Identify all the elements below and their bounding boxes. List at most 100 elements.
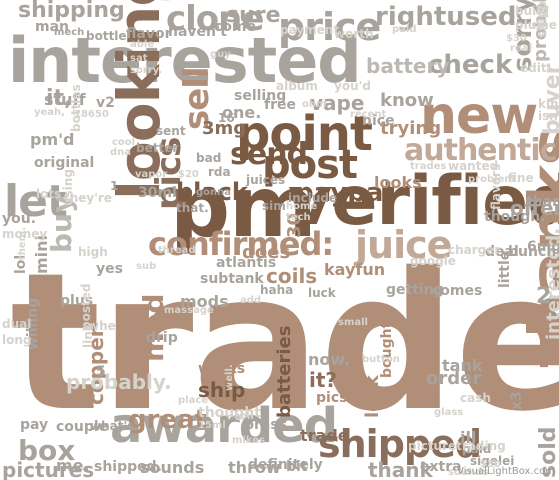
- cloud-word: definitely: [248, 457, 323, 473]
- cloud-word: great: [128, 405, 208, 435]
- cloud-word: paid: [462, 442, 492, 456]
- cloud-word: problem: [468, 174, 515, 185]
- cloud-word: comes: [432, 283, 483, 299]
- cloud-word: deal: [485, 244, 519, 260]
- cloud-word: box: [18, 434, 76, 467]
- cloud-word: isn't: [538, 109, 559, 123]
- cloud-word: real: [510, 43, 532, 54]
- cloud-word: yes: [96, 261, 123, 277]
- cloud-word: bit: [286, 459, 308, 475]
- cloud-word: that.: [176, 201, 209, 215]
- cloud-word: brass: [244, 417, 288, 433]
- cloud-word: shipping: [18, 0, 125, 23]
- cloud-word: free: [264, 97, 296, 113]
- cloud-word: build: [515, 4, 549, 18]
- cloud-word: it?: [309, 368, 338, 392]
- cloud-word: stuff: [44, 90, 86, 109]
- cloud-word: them.: [17, 227, 28, 260]
- cloud-word: send: [230, 137, 308, 172]
- cloud-word: haha: [260, 283, 294, 297]
- cloud-word: me.: [56, 456, 90, 475]
- cloud-word: bottles: [69, 84, 83, 132]
- cloud-word: sorry.: [130, 65, 163, 76]
- cloud-word: edit:: [520, 61, 552, 75]
- cloud-word: mech: [54, 27, 85, 38]
- cloud-word: guy: [210, 49, 231, 60]
- cloud-word: vapor: [135, 169, 168, 180]
- cloud-word: sold: [536, 426, 559, 479]
- cloud-word: tech: [286, 212, 311, 223]
- cloud-word: selling: [234, 88, 287, 104]
- cloud-word: come: [214, 19, 256, 35]
- cloud-word: battery: [366, 54, 450, 78]
- cloud-word: payment: [280, 23, 340, 37]
- cloud-word: works: [198, 361, 246, 377]
- cloud-word: well.: [224, 364, 235, 391]
- cloud-word: better: [136, 141, 179, 155]
- cloud-word: juices: [246, 173, 286, 187]
- cloud-word: pay: [20, 417, 49, 433]
- cloud-word: flavor: [126, 26, 172, 42]
- cloud-word: rda: [208, 165, 231, 179]
- cloud-word: sub: [136, 261, 157, 272]
- cloud-word: thanks!: [526, 194, 559, 210]
- cloud-word: long: [2, 333, 32, 347]
- cloud-word: order: [426, 368, 482, 389]
- cloud-word: vape: [310, 91, 365, 115]
- cloud-word: you.: [2, 211, 37, 227]
- cloud-word: verified!: [288, 162, 559, 241]
- cloud-word: luck: [308, 286, 336, 300]
- cloud-word: thread: [158, 245, 196, 256]
- cloud-word: let: [4, 176, 68, 227]
- cloud-word: flavors: [489, 163, 503, 210]
- cloud-word: now.: [308, 350, 351, 369]
- cloud-word: yeah,: [34, 107, 65, 118]
- cloud-word: kayfun: [324, 260, 386, 279]
- cloud-word: you'd: [334, 79, 371, 93]
- cloud-word: pm: [170, 158, 317, 256]
- cloud-word: v2: [96, 95, 115, 111]
- cloud-word: sure: [226, 3, 281, 28]
- cloud-word: pm'd: [30, 130, 75, 149]
- cloud-word: x3: [509, 391, 525, 410]
- cloud-word: 16: [218, 111, 235, 125]
- cloud-word: dual: [2, 317, 32, 331]
- cloud-word: couple: [56, 419, 109, 435]
- cloud-word: extra: [420, 459, 462, 475]
- cloud-word: probably.: [66, 370, 172, 394]
- cloud-word: button: [362, 354, 400, 365]
- cloud-word: check: [428, 50, 513, 80]
- cloud-word: whe: [88, 319, 116, 333]
- cloud-word: bottle: [86, 29, 127, 43]
- cloud-word: money: [2, 227, 48, 241]
- cloud-word: $30: [506, 33, 527, 44]
- cloud-word: haven't: [168, 24, 227, 40]
- cloud-word: getting: [386, 282, 444, 298]
- cloud-word: batteries: [274, 325, 295, 418]
- cloud-word: bad: [196, 151, 222, 165]
- cloud-word: looks: [374, 173, 422, 192]
- cloud-word: thank: [368, 458, 433, 480]
- cloud-word: confirmed:: [148, 225, 334, 263]
- cloud-word: glass: [434, 407, 464, 418]
- cloud-word: trade.: [300, 426, 355, 445]
- cloud-word: 18650: [74, 109, 109, 120]
- cloud-word: shipped.: [94, 459, 162, 475]
- cloud-word: awarded: [110, 398, 338, 454]
- cloud-word: mod: [137, 293, 170, 362]
- cloud-word: does: [242, 242, 291, 263]
- cloud-word: recent: [350, 109, 387, 120]
- cloud-word: price: [278, 5, 381, 49]
- cloud-word: 5: [96, 364, 106, 380]
- cloud-word: post: [262, 142, 358, 188]
- cloud-word: cash: [460, 391, 491, 405]
- cloud-word: bunch: [508, 244, 557, 260]
- cloud-word: coils: [266, 264, 318, 288]
- cloud-word: able: [130, 39, 155, 50]
- cloud-word: lots: [36, 187, 62, 201]
- cloud-word: subtank: [200, 271, 264, 287]
- cloud-word: pics?: [316, 390, 356, 406]
- cloud-word: ship: [198, 378, 246, 402]
- cloud-word: black: [176, 178, 248, 206]
- cloud-word: nice: [362, 113, 395, 129]
